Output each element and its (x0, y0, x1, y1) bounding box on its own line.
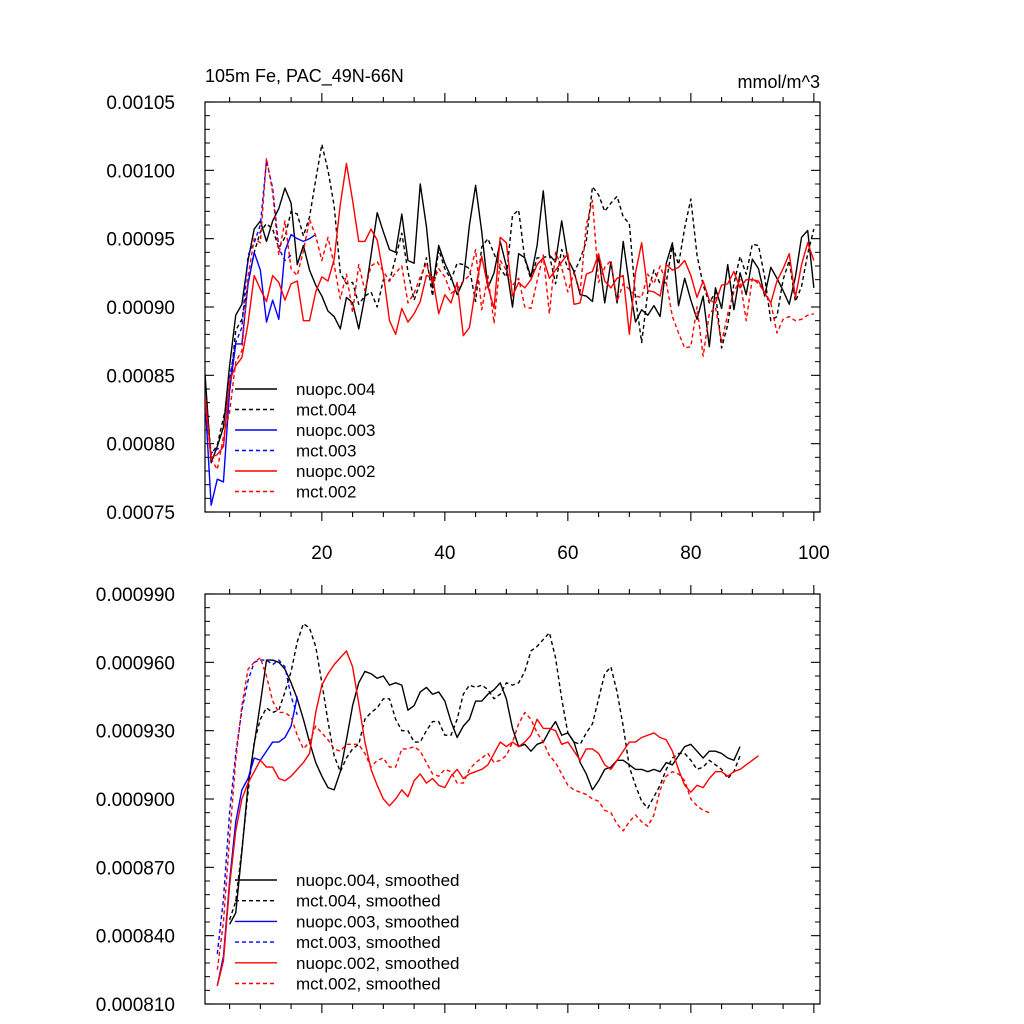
y-tick-label: 0.00100 (106, 161, 175, 182)
legend-label: nuopc.002, smoothed (296, 954, 460, 973)
legend-label: nuopc.004, smoothed (296, 871, 460, 890)
y-tick-label: 0.000960 (96, 653, 175, 674)
legend-label: mct.003, smoothed (296, 933, 441, 952)
legend-label: nuopc.004 (296, 380, 375, 399)
y-tick-label: 0.00075 (106, 503, 175, 524)
legend-label: mct.004 (296, 401, 356, 420)
y-tick-label: 0.00105 (106, 93, 175, 114)
legend-label: nuopc.003, smoothed (296, 912, 460, 931)
series-line-nuopc-002 (205, 162, 815, 459)
chart-fe-raw: 105m Fe, PAC_49N-66N mmol/m^3 0.000750.0… (106, 66, 829, 564)
legend-label: mct.004, smoothed (296, 892, 441, 911)
series-line-mct-003-smoothed (216, 659, 298, 954)
series-group (216, 622, 759, 986)
y-tick-label: 0.00085 (106, 366, 175, 387)
y-tick-label: 0.00080 (106, 435, 175, 456)
y-tick-label: 0.000900 (96, 790, 175, 811)
series-group (205, 143, 815, 506)
series-line-mct-004 (205, 143, 815, 456)
y-tick-label: 0.00095 (106, 230, 175, 251)
chart-fe-smoothed: 0.000810 0.000840 0.000870 0.000900 0.000930… (96, 585, 821, 1016)
series-line-nuopc-004-smoothed (228, 659, 741, 925)
y-tick-label: 0.000930 (96, 722, 175, 743)
y-tick-label: 0.000870 (96, 858, 175, 879)
x-tick-label: 40 (434, 543, 455, 564)
chart-units: mmol/m^3 (738, 72, 820, 92)
series-line-mct-002-smoothed (216, 657, 710, 970)
x-tick-label: 80 (680, 543, 701, 564)
y-tick-label: 0.000840 (96, 927, 175, 948)
x-tick-label: 60 (557, 543, 578, 564)
legend-label: mct.003 (296, 442, 356, 461)
y-tick-label: 0.000810 (96, 995, 175, 1016)
y-tick-label: 0.00090 (106, 298, 175, 319)
y-tick-label: 0.000990 (96, 585, 175, 606)
plot-area-top: 0.00075 0.00080 0.00085 0.00090 0.00095 0.001… (106, 93, 830, 564)
series-line-nuopc-004 (205, 183, 815, 464)
x-tick-label: 100 (798, 543, 830, 564)
legend-label: nuopc.003 (296, 421, 375, 440)
legend-label: mct.002 (296, 483, 356, 502)
series-line-mct-004-smoothed (228, 622, 741, 920)
plot-area-bottom: 0.000810 0.000840 0.000870 0.000900 0.000930… (96, 585, 821, 1016)
chart-title: 105m Fe, PAC_49N-66N (205, 66, 404, 87)
series-line-mct-002 (205, 157, 815, 471)
series-line-nuopc-003 (205, 233, 317, 506)
x-tick-label: 20 (311, 543, 332, 564)
series-line-nuopc-002-smoothed (216, 650, 759, 986)
legend-label: nuopc.002 (296, 462, 375, 481)
legend-label: mct.002, smoothed (296, 975, 441, 994)
